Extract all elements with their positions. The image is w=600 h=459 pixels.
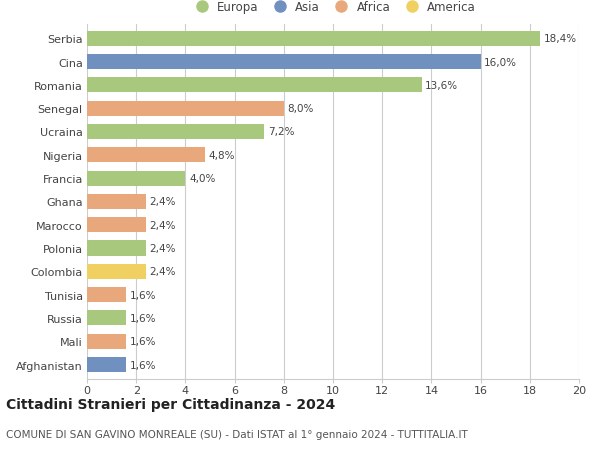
Text: 16,0%: 16,0% [484,57,517,67]
Text: 2,4%: 2,4% [150,267,176,277]
Bar [87,32,539,47]
Legend: Europa, Asia, Africa, America: Europa, Asia, Africa, America [190,1,476,14]
Bar [87,101,284,117]
Bar [87,334,127,349]
Bar [87,287,127,302]
Text: 1,6%: 1,6% [130,313,157,323]
Bar [87,125,264,140]
Text: 4,8%: 4,8% [209,151,235,161]
Text: 4,0%: 4,0% [189,174,215,184]
Text: 1,6%: 1,6% [130,360,157,369]
Text: 2,4%: 2,4% [150,220,176,230]
Bar [87,357,127,372]
Text: 7,2%: 7,2% [268,127,295,137]
Bar [87,148,205,163]
Text: 2,4%: 2,4% [150,197,176,207]
Bar [87,241,146,256]
Text: 1,6%: 1,6% [130,290,157,300]
Text: 2,4%: 2,4% [150,243,176,253]
Bar [87,218,146,233]
Bar [87,195,146,209]
Text: 8,0%: 8,0% [287,104,314,114]
Text: Cittadini Stranieri per Cittadinanza - 2024: Cittadini Stranieri per Cittadinanza - 2… [6,397,335,411]
Text: 1,6%: 1,6% [130,336,157,347]
Bar [87,78,422,93]
Bar [87,171,185,186]
Bar [87,55,481,70]
Bar [87,264,146,279]
Text: 18,4%: 18,4% [544,34,577,44]
Bar [87,311,127,326]
Text: 13,6%: 13,6% [425,81,458,91]
Text: COMUNE DI SAN GAVINO MONREALE (SU) - Dati ISTAT al 1° gennaio 2024 - TUTTITALIA.: COMUNE DI SAN GAVINO MONREALE (SU) - Dat… [6,429,468,439]
